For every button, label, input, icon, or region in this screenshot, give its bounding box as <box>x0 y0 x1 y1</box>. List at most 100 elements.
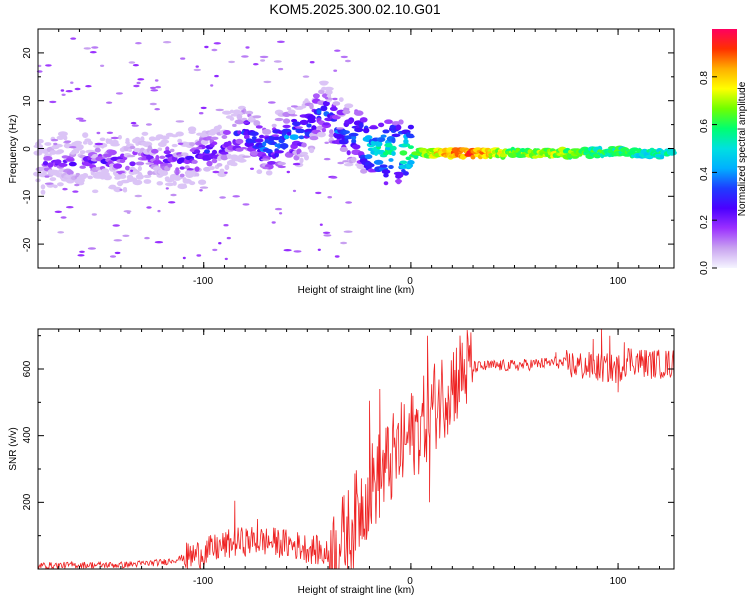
spectrogram-cell <box>236 113 243 120</box>
snr-panel: -100 0 100 Height of straight line (km) … <box>8 328 675 596</box>
spectrogram-cell <box>136 81 141 85</box>
spectrogram-y-tick-label: 0 <box>22 146 33 152</box>
spectrogram-cells <box>33 37 677 261</box>
snr-ticks <box>38 329 674 569</box>
spectrogram-cell <box>329 106 338 112</box>
spectrogram-cell <box>320 82 328 86</box>
spectrogram-cell <box>256 169 263 174</box>
spectrogram-cell <box>273 136 281 141</box>
spectrogram-cell <box>265 170 273 176</box>
spectrogram-cell <box>407 160 415 165</box>
spectrogram-cell <box>298 128 305 134</box>
spectrogram-cell <box>211 48 218 52</box>
spectrogram-cell <box>343 230 353 233</box>
spectrogram-cell <box>107 138 113 144</box>
spectrogram-cell <box>363 127 370 134</box>
spectrogram-cell <box>298 135 305 140</box>
spectrogram-cell <box>78 119 87 122</box>
spectrogram-cell <box>334 49 341 52</box>
spectrogram-cell <box>157 147 163 151</box>
spectrogram-cell <box>123 187 127 191</box>
spectrogram-cell <box>322 100 330 107</box>
spectrogram-cell <box>68 161 77 167</box>
spectrogram-cell <box>312 93 320 99</box>
spectrogram-cell <box>193 68 201 72</box>
spectrogram-cell <box>134 136 141 143</box>
spectrogram-cell <box>378 122 385 128</box>
spectrogram-cell <box>155 154 160 161</box>
spectrogram-cell <box>109 255 117 258</box>
spectrogram-cell <box>217 124 222 130</box>
spectrogram-cell <box>126 154 136 158</box>
spectrogram-cell <box>96 131 101 135</box>
spectrogram-cell <box>287 109 296 115</box>
spectrogram-cell <box>306 123 312 128</box>
spectrogram-cell <box>339 146 348 152</box>
spectrogram-cell <box>377 137 386 143</box>
spectrogram-cell <box>274 150 284 154</box>
spectrogram-cell <box>79 150 86 155</box>
snr-y-tick-label: 600 <box>22 360 33 377</box>
spectrogram-cell <box>66 170 74 176</box>
spectrogram-cell <box>259 134 265 139</box>
spectrogram-cell <box>407 134 415 139</box>
spectrogram-cell <box>340 55 348 59</box>
spectrogram-cell <box>64 140 72 143</box>
spectrogram-cell <box>164 182 175 187</box>
spectrogram-cell <box>351 144 361 150</box>
spectrogram-cell <box>336 127 344 130</box>
spectrogram-cell <box>189 142 196 147</box>
spectrogram-cell <box>160 139 170 144</box>
spectrogram-cell <box>307 114 316 121</box>
spectrogram-cell <box>179 173 185 178</box>
spectrogram-cell <box>110 136 119 140</box>
spectrogram-cell <box>309 103 314 110</box>
spectrogram-cell <box>156 181 164 186</box>
spectrogram-cell <box>128 148 132 152</box>
spectrogram-cell <box>240 147 248 150</box>
spectrogram-cell <box>395 178 402 185</box>
spectrogram-cell <box>74 87 81 91</box>
spectrogram-cell <box>45 64 52 67</box>
spectrogram-cell <box>61 155 69 159</box>
spectrogram-cell <box>252 115 262 119</box>
spectrogram-cell <box>154 79 159 82</box>
spectrogram-cell <box>244 141 255 148</box>
spectrogram-cell <box>131 124 139 127</box>
spectrogram-cell <box>137 172 143 177</box>
spectrogram-cell <box>87 140 93 146</box>
spectrogram-cell <box>328 133 334 138</box>
spectrogram-cell <box>311 125 317 131</box>
spectrogram-cell <box>374 140 383 147</box>
snr-plot-frame <box>37 328 675 570</box>
spectrogram-cell <box>130 169 134 172</box>
spectrogram-cell <box>323 157 331 161</box>
spectrogram-cell <box>180 57 186 60</box>
spectrogram-cell <box>188 130 196 134</box>
spectrogram-cell <box>169 148 175 153</box>
spectrogram-cell <box>295 126 303 129</box>
spectrogram-cell <box>182 183 187 189</box>
spectrogram-cell <box>100 64 105 68</box>
spectrogram-cell <box>89 51 97 54</box>
colorbar-ticks <box>712 76 717 269</box>
spectrogram-cell <box>144 236 150 240</box>
spectrogram-cell <box>77 254 85 257</box>
spectrogram-cell <box>177 138 183 144</box>
spectrogram-cell <box>177 142 184 145</box>
spectrogram-ticks <box>38 28 674 269</box>
spectrogram-cell <box>350 156 357 163</box>
spectrogram-cell <box>119 188 123 192</box>
spectrogram-cell <box>70 81 74 84</box>
spectrogram-cell <box>200 139 209 145</box>
spectrogram-cell <box>134 194 143 198</box>
spectrogram-cell <box>344 103 354 109</box>
spectrogram-cell <box>94 142 104 146</box>
spectrogram-cell <box>323 234 332 237</box>
spectrogram-cell <box>348 132 359 137</box>
spectrogram-cell <box>206 160 213 167</box>
spectrogram-cell <box>381 169 391 175</box>
spectrogram-cell <box>44 142 52 146</box>
spectrogram-cell <box>145 123 152 126</box>
spectrogram-cell <box>165 146 170 152</box>
